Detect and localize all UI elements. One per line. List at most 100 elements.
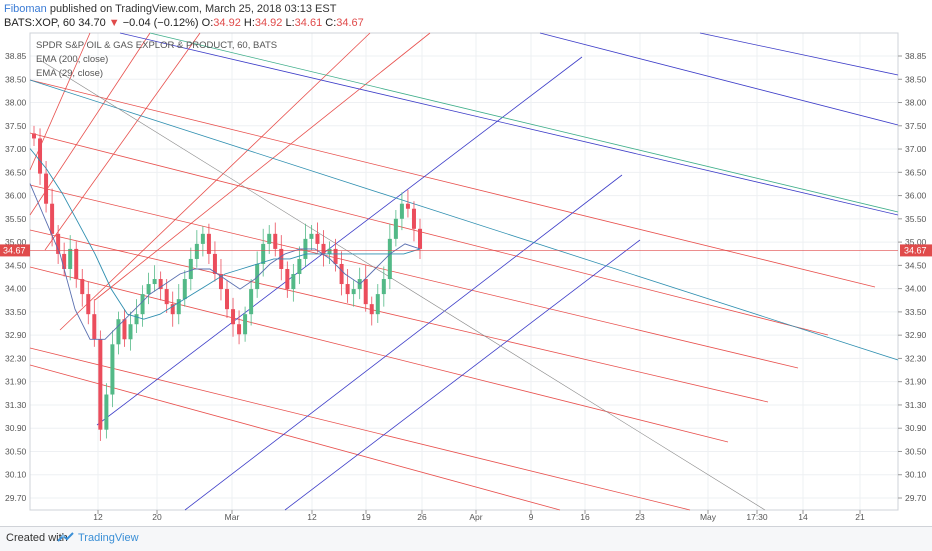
time-axis[interactable]: 12 20 Mar 12 19 26 Apr 9 16 23 May 17:30 14 21 <box>93 510 865 522</box>
last-price-tag-left <box>0 244 30 257</box>
y-tick-label-right: 35.00 <box>905 237 927 247</box>
candle-body <box>411 208 416 229</box>
pitchfork-red-line <box>29 229 769 403</box>
candle-body <box>291 274 296 290</box>
high-value: 34.92 <box>254 17 283 29</box>
ohlc-bar: BATS:XOP, 60 34.70 ▼ −0.04 (−0.12%) O:34… <box>4 17 364 29</box>
candle-body <box>321 243 326 254</box>
candle-body <box>128 324 133 340</box>
y-tick-label-left: 37.50 <box>5 121 27 131</box>
candle-body <box>152 279 157 285</box>
ema200-line <box>29 148 421 320</box>
candle-body <box>363 279 368 305</box>
candle-body <box>158 279 163 290</box>
legend-title: SPDR S&P OIL & GAS EXPLOR & PRODUCT, 60,… <box>36 40 277 51</box>
y-tick-label-left: 31.90 <box>5 377 27 387</box>
teal-trend-line <box>29 79 899 361</box>
footer-bar: Created with TradingView <box>0 526 932 551</box>
pitchfork-red-line <box>29 364 561 511</box>
plot-frame <box>29 32 899 511</box>
x-tick-label: 14 <box>798 512 808 522</box>
open-value: 34.92 <box>213 17 241 29</box>
y-tick-label-right: 31.30 <box>905 400 927 410</box>
down-arrow-icon: ▼ <box>108 17 120 29</box>
y-tick-label-right: 38.00 <box>905 98 927 108</box>
candle-body <box>418 228 422 249</box>
candle-body <box>182 279 187 300</box>
y-tick-label-left: 33.50 <box>5 307 27 317</box>
y-tick-label-right: 34.50 <box>905 260 927 270</box>
x-tick-label: 21 <box>855 512 865 522</box>
candle-body <box>68 248 73 269</box>
candle-body <box>333 248 338 264</box>
candle-body <box>110 344 115 395</box>
x-tick-label: May <box>700 512 717 522</box>
y-tick-label-left: 31.30 <box>5 400 27 410</box>
y-tick-label-right: 30.90 <box>905 423 927 433</box>
last-price-tag-right <box>900 244 932 257</box>
y-tick-label-right: 31.90 <box>905 377 927 387</box>
candle-body <box>194 243 199 259</box>
pitchfork-red-diagonal <box>29 32 151 216</box>
tradingview-logo-icon[interactable] <box>57 531 75 545</box>
last-price-tag-left-text: 34.67 <box>3 245 26 255</box>
x-tick-label: 19 <box>361 512 371 522</box>
low-label: L: <box>285 17 295 29</box>
pitchfork-drawings[interactable] <box>29 32 899 511</box>
pitchfork-blue-line <box>184 174 623 511</box>
candle-body <box>212 253 217 275</box>
pitchfork-red-line <box>29 266 729 443</box>
candle-body <box>122 319 127 340</box>
x-tick-label: 16 <box>580 512 590 522</box>
y-tick-label-right: 33.50 <box>905 307 927 317</box>
x-tick-label: 20 <box>152 512 162 522</box>
y-tick-label-left: 30.50 <box>5 446 27 456</box>
candle-body <box>134 314 139 325</box>
left-price-axis[interactable]: 38.85 38.50 38.00 37.50 37.00 36.50 36.00 35.50… <box>5 51 27 503</box>
y-tick-label-left: 35.00 <box>5 237 27 247</box>
y-tick-label-left: 32.90 <box>5 330 27 340</box>
right-price-axis[interactable]: 38.85 38.50 38.00 37.50 37.00 36.50 36.00 35.50… <box>898 51 927 503</box>
candle-body <box>249 289 254 315</box>
low-value: 34.61 <box>294 17 323 29</box>
chart-legend: SPDR S&P OIL & GAS EXPLOR & PRODUCT, 60,… <box>36 40 277 79</box>
candle-body <box>44 173 49 204</box>
pitchfork-red-line <box>29 184 799 369</box>
last-price: 34.70 <box>78 17 106 29</box>
candle-body <box>50 203 55 234</box>
y-tick-label-right: 29.70 <box>905 493 927 503</box>
y-tick-label-right: 32.30 <box>905 353 927 363</box>
legend-ema29: EMA (29, close) <box>36 68 103 79</box>
published-text: published on TradingView.com, March 25, … <box>46 3 337 15</box>
upper-blue-line <box>539 32 899 126</box>
candle-body <box>339 263 344 285</box>
x-tick-label: 12 <box>93 512 103 522</box>
pitchfork-red-diagonal <box>59 32 371 331</box>
candle-body <box>225 289 229 310</box>
y-tick-label-right: 34.00 <box>905 284 927 294</box>
author-name[interactable]: Fiboman <box>4 3 47 15</box>
x-tick-label: Mar <box>225 512 240 522</box>
x-tick-label: 23 <box>635 512 645 522</box>
ema29-line <box>29 183 421 340</box>
candle-body <box>381 279 386 295</box>
candle-body <box>327 248 332 254</box>
y-tick-label-left: 34.50 <box>5 260 27 270</box>
y-tick-label-left: 36.50 <box>5 167 27 177</box>
candle-body <box>32 133 36 139</box>
pitchfork-red-line <box>29 347 691 511</box>
y-tick-label-left: 30.90 <box>5 423 27 433</box>
y-tick-label-left: 30.10 <box>5 470 27 480</box>
tradingview-brand[interactable]: TradingView <box>78 532 139 544</box>
high-label: H: <box>243 17 255 29</box>
price-chart[interactable]: 38.85 38.50 38.00 37.50 37.00 36.50 36.00 35.50… <box>0 0 932 526</box>
candle-body <box>170 304 175 315</box>
y-tick-label-left: 38.85 <box>5 51 27 61</box>
ema-lines <box>29 148 421 340</box>
candle-body <box>309 233 314 239</box>
pitchfork-red-diagonal <box>44 32 201 251</box>
top-blue-line <box>699 32 899 76</box>
candle-body <box>399 203 404 219</box>
y-tick-label-right: 35.50 <box>905 214 927 224</box>
candle-body <box>104 394 109 430</box>
